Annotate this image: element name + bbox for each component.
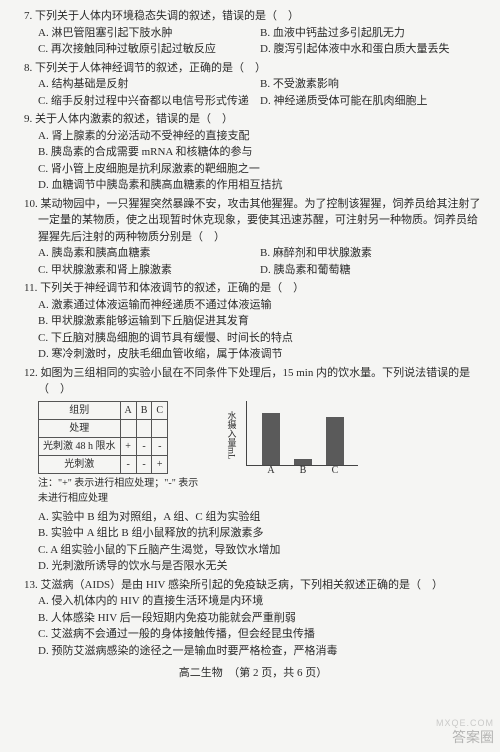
q11-opt-a: A. 激素通过体液运输而神经递质不通过体液运输	[24, 297, 482, 314]
q11-opt-c: C. 下丘脑对胰岛细胞的调节具有缓慢、时间长的特点	[24, 330, 482, 347]
q8-opt-b: B. 不受激素影响	[260, 76, 482, 93]
q10-opt-c: C. 甲状腺激素和肾上腺激素	[38, 262, 260, 279]
q13-opt-b: B. 人体感染 HIV 后一段短期内免疫功能就会严重削弱	[24, 610, 482, 627]
r1c0: 处理	[39, 419, 121, 437]
q12-table-wrap: 组别 A B C 处理 光刺激 48 h 限水 + - -	[38, 401, 208, 506]
q12-stem: 12. 如图为三组相同的实验小鼠在不同条件下处理后，15 min 内的饮水量。下…	[24, 365, 482, 398]
bar-label-b: B	[294, 463, 312, 478]
q9-opt-b: B. 胰岛素的合成需要 mRNA 和核糖体的参与	[24, 144, 482, 161]
q10-row1: A. 胰岛素和胰高血糖素 B. 麻醉剂和甲状腺激素	[24, 245, 482, 262]
r2c3: -	[152, 437, 168, 455]
q12-table: 组别 A B C 处理 光刺激 48 h 限水 + - -	[38, 401, 168, 474]
q12-table-note: 注："+" 表示进行相应处理；"-" 表示未进行相应处理	[38, 476, 208, 506]
question-7: 7. 下列关于人体内环境稳态失调的叙述，错误的是（ ） A. 淋巴管阻塞引起下肢…	[24, 8, 482, 58]
q12-bar-chart: 水摄入量mL A B C	[228, 401, 358, 476]
chart-ylabel: 水摄入量mL	[224, 411, 238, 460]
q13-opt-d: D. 预防艾滋病感染的途径之一是输血时要严格检查，严格消毒	[24, 643, 482, 660]
q8-opt-a: A. 结构基础是反射	[38, 76, 260, 93]
q10-opt-b: B. 麻醉剂和甲状腺激素	[260, 245, 482, 262]
r3c0: 光刺激	[39, 455, 121, 473]
th-a: A	[120, 401, 136, 419]
q11-opt-d: D. 寒冷刺激时，皮肤毛细血管收缩，属于体液调节	[24, 346, 482, 363]
q9-opt-a: A. 肾上腺素的分泌活动不受神经的直接支配	[24, 128, 482, 145]
watermark-logo: 答案圈	[452, 727, 494, 748]
q13-stem: 13. 艾滋病（AIDS）是由 HIV 感染所引起的免疫缺乏病，下列相关叙述正确…	[24, 577, 482, 594]
q8-row1: A. 结构基础是反射 B. 不受激素影响	[24, 76, 482, 93]
q8-row2: C. 缩手反射过程中兴奋都以电信号形式传递 D. 神经递质受体可能在肌肉细胞上	[24, 93, 482, 110]
q7-opt-c: C. 再次接触同种过敏原引起过敏反应	[38, 41, 260, 58]
bar-label-c: C	[326, 463, 344, 478]
q11-opt-b: B. 甲状腺激素能够运输到下丘脑促进其发育	[24, 313, 482, 330]
q7-opt-b: B. 血液中钙盐过多引起肌无力	[260, 25, 482, 42]
question-12: 12. 如图为三组相同的实验小鼠在不同条件下处理后，15 min 内的饮水量。下…	[24, 365, 482, 575]
q13-opt-c: C. 艾滋病不会通过一般的身体接触传播，但会经昆虫传播	[24, 626, 482, 643]
q12-opt-b: B. 实验中 A 组比 B 组小鼠释放的抗利尿激素多	[24, 525, 482, 542]
question-13: 13. 艾滋病（AIDS）是由 HIV 感染所引起的免疫缺乏病，下列相关叙述正确…	[24, 577, 482, 660]
q7-opt-a: A. 淋巴管阻塞引起下肢水肿	[38, 25, 260, 42]
question-9: 9. 关于人体内激素的叙述，错误的是（ ） A. 肾上腺素的分泌活动不受神经的直…	[24, 111, 482, 194]
r2c1: +	[120, 437, 136, 455]
r1c3	[152, 419, 168, 437]
r2c0: 光刺激 48 h 限水	[39, 437, 121, 455]
q10-opt-d: D. 胰岛素和葡萄糖	[260, 262, 482, 279]
question-8: 8. 下列关于人体神经调节的叙述，正确的是（ ） A. 结构基础是反射 B. 不…	[24, 60, 482, 110]
r2c2: -	[136, 437, 152, 455]
r3c2: -	[136, 455, 152, 473]
bar-label-a: A	[262, 463, 280, 478]
question-11: 11. 下列关于神经调节和体液调节的叙述，正确的是（ ） A. 激素通过体液运输…	[24, 280, 482, 363]
q7-row2: C. 再次接触同种过敏原引起过敏反应 D. 腹泻引起体液中水和蛋白质大量丢失	[24, 41, 482, 58]
th-b: B	[136, 401, 152, 419]
th-group: 组别	[39, 401, 121, 419]
q7-opt-d: D. 腹泻引起体液中水和蛋白质大量丢失	[260, 41, 482, 58]
q12-figure-row: 组别 A B C 处理 光刺激 48 h 限水 + - -	[24, 401, 482, 506]
q12-opt-a: A. 实验中 B 组为对照组，A 组、C 组为实验组	[24, 509, 482, 526]
page-footer: 高二生物 （第 2 页，共 6 页）	[24, 665, 482, 682]
q8-opt-c: C. 缩手反射过程中兴奋都以电信号形式传递	[38, 93, 260, 110]
q8-stem: 8. 下列关于人体神经调节的叙述，正确的是（ ）	[24, 60, 482, 77]
q12-opt-c: C. A 组实验小鼠的下丘脑产生渴觉，导致饮水增加	[24, 542, 482, 559]
bar-c	[326, 417, 344, 465]
q13-opt-a: A. 侵入机体内的 HIV 的直接生活环境是内环境	[24, 593, 482, 610]
r1c1	[120, 419, 136, 437]
q11-stem: 11. 下列关于神经调节和体液调节的叙述，正确的是（ ）	[24, 280, 482, 297]
r3c1: -	[120, 455, 136, 473]
q10-stem: 10. 某动物园中，一只猩猩突然暴躁不安，攻击其他猩猩。为了控制该猩猩，饲养员给…	[24, 196, 482, 246]
q10-row2: C. 甲状腺激素和肾上腺激素 D. 胰岛素和葡萄糖	[24, 262, 482, 279]
q10-opt-a: A. 胰岛素和胰高血糖素	[38, 245, 260, 262]
q9-stem: 9. 关于人体内激素的叙述，错误的是（ ）	[24, 111, 482, 128]
r1c2	[136, 419, 152, 437]
q9-opt-c: C. 肾小管上皮细胞是抗利尿激素的靶细胞之一	[24, 161, 482, 178]
bar-a	[262, 413, 280, 465]
chart-axis-y	[246, 401, 247, 466]
q7-row1: A. 淋巴管阻塞引起下肢水肿 B. 血液中钙盐过多引起肌无力	[24, 25, 482, 42]
r3c3: +	[152, 455, 168, 473]
th-c: C	[152, 401, 168, 419]
q7-stem: 7. 下列关于人体内环境稳态失调的叙述，错误的是（ ）	[24, 8, 482, 25]
q8-opt-d: D. 神经递质受体可能在肌肉细胞上	[260, 93, 482, 110]
q12-opt-d: D. 光刺激所诱导的饮水与是否限水无关	[24, 558, 482, 575]
q9-opt-d: D. 血糖调节中胰岛素和胰高血糖素的作用相互拮抗	[24, 177, 482, 194]
question-10: 10. 某动物园中，一只猩猩突然暴躁不安，攻击其他猩猩。为了控制该猩猩，饲养员给…	[24, 196, 482, 279]
